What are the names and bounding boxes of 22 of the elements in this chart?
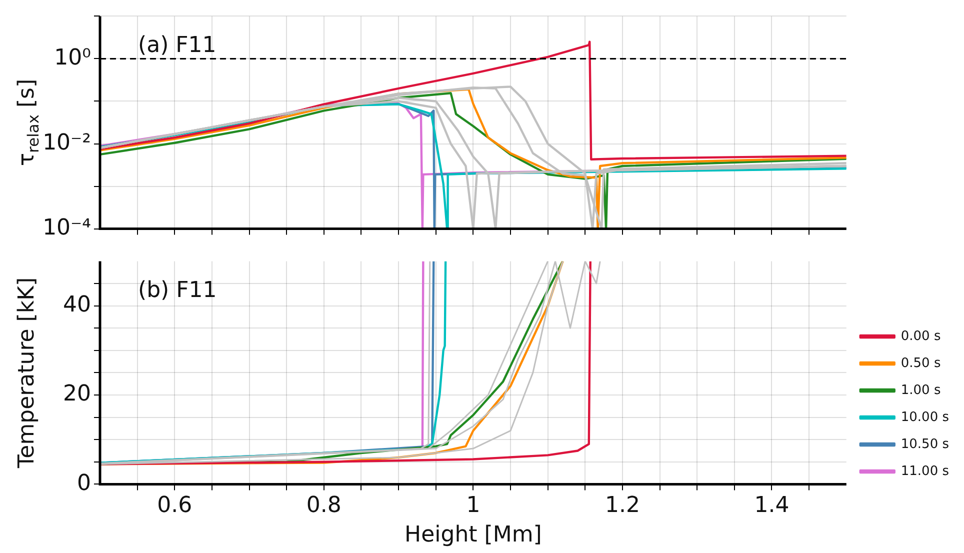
legend-label: 11.00 s bbox=[900, 464, 950, 479]
y-tick-label: 10⁰ bbox=[54, 45, 92, 70]
x-tick-label: 1.2 bbox=[604, 493, 640, 518]
x-axis-title: Height [Mm] bbox=[404, 522, 542, 548]
x-tick-label: 0.8 bbox=[306, 493, 342, 518]
x-tick-label: 1 bbox=[466, 493, 480, 518]
legend-label: 10.00 s bbox=[900, 410, 950, 425]
y-tick-label: 0 bbox=[77, 470, 91, 496]
legend-label: 1.00 s bbox=[900, 382, 941, 398]
x-tick-label: 0.6 bbox=[157, 493, 192, 518]
y-axis-title: τrelax [s] bbox=[14, 78, 43, 166]
y-tick-label: 20 bbox=[63, 382, 91, 407]
y-tick-label: 10⁻² bbox=[42, 130, 91, 156]
legend-label: 10.50 s bbox=[900, 436, 950, 452]
y-tick-label: 40 bbox=[63, 292, 91, 318]
legend-label: 0.50 s bbox=[900, 356, 941, 371]
annotation: (b) F11 bbox=[138, 278, 217, 303]
legend-label: 0.00 s bbox=[900, 328, 941, 344]
y-tick-label: 10⁻⁴ bbox=[42, 216, 92, 241]
x-tick-label: 1.4 bbox=[754, 493, 790, 518]
annotation: (a) F11 bbox=[138, 32, 216, 58]
y-axis-title: Temperature [kK] bbox=[14, 277, 40, 470]
